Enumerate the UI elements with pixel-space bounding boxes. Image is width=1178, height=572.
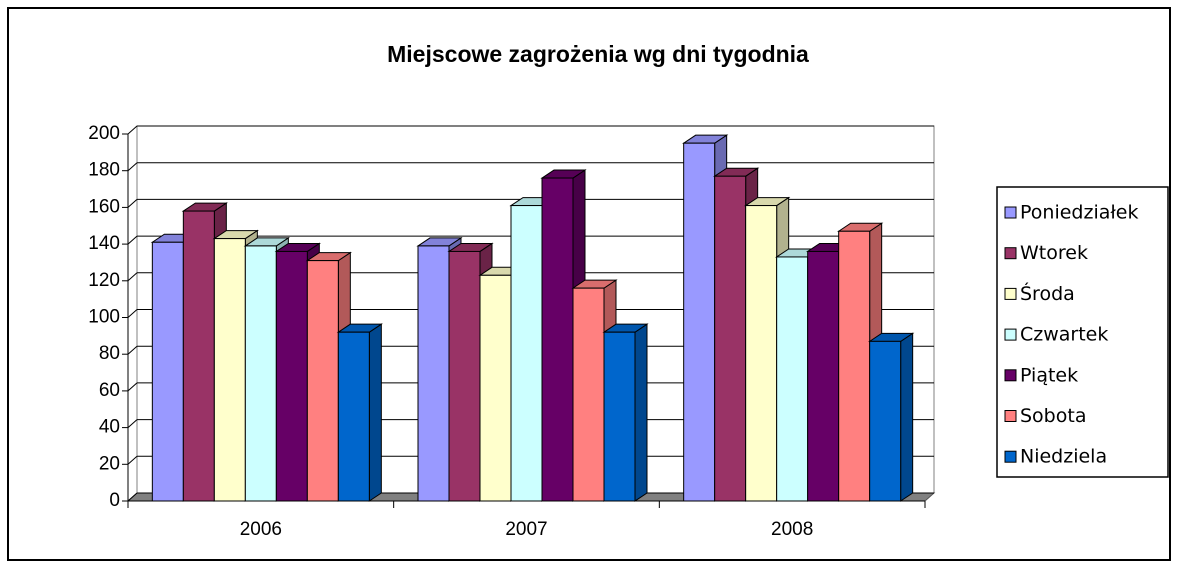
bar [151, 241, 184, 502]
bar-top-shade [276, 243, 320, 252]
legend-swatch [1004, 247, 1017, 260]
grid-line [127, 199, 138, 208]
bar [683, 142, 716, 502]
bar-top-shade [573, 280, 616, 289]
bar-top-shade [245, 237, 289, 246]
grid-line [127, 382, 138, 392]
bar-top-shade [449, 243, 492, 252]
bar-top-shade [307, 252, 351, 261]
bar [275, 250, 308, 502]
bar-top-shade [604, 324, 647, 333]
bar-top-shade [418, 237, 461, 246]
y-tick-label: 200 [88, 123, 120, 144]
legend-swatch [1004, 328, 1017, 341]
bar [572, 287, 605, 502]
bar [869, 340, 902, 502]
bar [745, 205, 778, 502]
bar-top-shade [214, 230, 258, 239]
y-tick-label: 60 [99, 380, 120, 401]
y-tick-label: 140 [88, 233, 120, 254]
legend-swatch [1004, 206, 1017, 219]
bar [337, 331, 370, 502]
legend-label: Czwartek [1020, 324, 1108, 346]
bar [479, 274, 512, 502]
bar-side-shade [900, 333, 913, 501]
bar [603, 331, 636, 502]
x-tick-label: 2008 [771, 519, 813, 540]
y-tick-label: 100 [88, 307, 120, 328]
bar-top-shade [745, 197, 789, 206]
bar [306, 260, 339, 502]
legend-label: Piątek [1020, 364, 1078, 386]
bar-side-shade [369, 324, 382, 501]
grid-line [127, 419, 138, 428]
legend-swatch [1004, 287, 1017, 300]
bar-top-shade [338, 324, 382, 333]
legend-box [996, 186, 1169, 478]
grid-line [127, 492, 138, 502]
grid-line [127, 309, 138, 318]
bar-top-shade [183, 203, 227, 212]
bar [182, 210, 215, 502]
y-tick-label: 0 [109, 490, 120, 511]
y-tick-label: 180 [88, 160, 120, 181]
grid-line [127, 125, 138, 135]
y-tick-label: 20 [99, 453, 120, 474]
bar [448, 250, 481, 502]
bar-side-shade [635, 324, 647, 501]
bar-top-shade [683, 135, 727, 144]
legend-label: Poniedziałek [1020, 202, 1138, 224]
bar-top-shade [714, 168, 758, 177]
x-tick-label: 2006 [240, 519, 282, 540]
grid-line [127, 455, 138, 465]
grid-line [127, 162, 138, 172]
y-tick-label: 120 [88, 270, 120, 291]
bar [510, 205, 543, 502]
legend-label: Środa [1020, 281, 1075, 305]
bar [838, 230, 871, 502]
x-tick-label: 2007 [505, 519, 547, 540]
y-tick-label: 160 [88, 196, 120, 217]
bar-top-shade [542, 170, 585, 179]
bar [807, 250, 840, 502]
bar [417, 245, 450, 502]
y-tick-label: 40 [99, 417, 120, 438]
bar-top-shade [838, 223, 882, 232]
bar [541, 177, 574, 502]
bar-top-shade [869, 333, 913, 342]
chart-title: Miejscowe zagrożenia wg dni tygodnia [387, 41, 809, 67]
grid-line [127, 272, 138, 282]
legend-label: Sobota [1020, 405, 1086, 427]
y-tick-label: 80 [99, 343, 120, 364]
bar [776, 256, 809, 502]
legend-swatch [1004, 450, 1017, 463]
grid-line [127, 345, 138, 355]
bar [213, 238, 246, 502]
legend-label: Niedziela [1020, 446, 1107, 468]
legend-swatch [1004, 410, 1017, 422]
grid-line [127, 235, 138, 245]
legend-swatch [1004, 369, 1017, 382]
legend-label: Wtorek [1020, 242, 1088, 264]
bar [714, 175, 747, 502]
bar [244, 245, 277, 502]
